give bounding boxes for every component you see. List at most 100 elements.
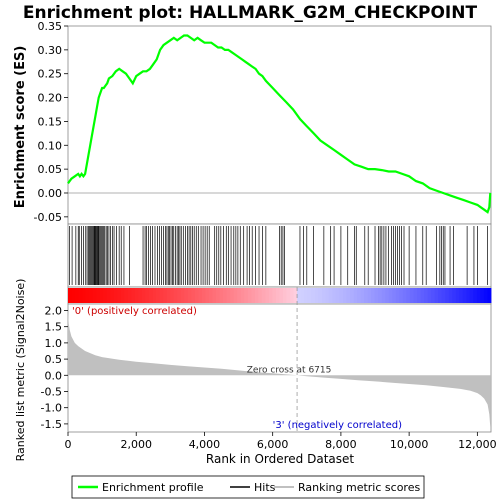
heat-cell	[85, 288, 90, 303]
heat-cell	[286, 288, 291, 303]
heat-cell	[191, 288, 196, 303]
metric-y-axis: 2.0 1.5 1.0 0.5 0.0 -0.5 -1.0 -1.5	[41, 304, 68, 431]
heat-cell	[233, 288, 238, 303]
heat-cell	[219, 288, 224, 303]
x-tick-label: 2,000	[120, 438, 152, 451]
es-y-tick-label: 0.30	[38, 44, 63, 57]
heat-cell	[110, 288, 115, 303]
hits-marks	[69, 226, 488, 285]
heat-cell	[321, 288, 326, 303]
heat-cell	[360, 288, 365, 303]
heat-cell	[371, 288, 376, 303]
ranking-metric-area	[68, 310, 491, 428]
metric-y-axis-label: Ranked list metric (Signal2Noise)	[14, 279, 27, 462]
positive-correlation-label: '0' (positively correlated)	[72, 306, 197, 317]
heat-cell	[68, 288, 72, 303]
x-tick-label: 10,000	[390, 438, 429, 451]
metric-y-tick-label: 1.5	[45, 321, 63, 334]
negative-correlation-label: '3' (negatively correlated)	[273, 420, 402, 431]
heat-cell	[328, 288, 333, 303]
heat-cell	[487, 288, 492, 303]
x-tick-label: 4,000	[189, 438, 221, 451]
heat-cell	[78, 288, 83, 303]
heat-cell	[201, 288, 206, 303]
heat-cell	[89, 288, 94, 303]
heat-cell	[198, 288, 203, 303]
metric-y-tick-label: 1.0	[45, 337, 63, 350]
heat-cell	[293, 288, 298, 303]
heat-cell	[427, 288, 432, 303]
es-y-tick-label: 0.15	[38, 115, 63, 128]
heat-cell	[332, 288, 337, 303]
heat-cell	[156, 288, 161, 303]
heat-cell	[346, 288, 351, 303]
es-y-axis-label: Enrichment score (ES)	[13, 46, 28, 209]
heat-cell	[420, 288, 425, 303]
heat-cell	[92, 288, 97, 303]
heat-cell	[75, 288, 79, 303]
x-axis-label: Rank in Ordered Dataset	[206, 452, 354, 466]
heat-cell	[166, 288, 171, 303]
x-axis: 0 2,000 4,000 6,000 8,000 10,000 12,000	[65, 432, 497, 451]
heat-cell	[142, 288, 146, 303]
heat-cell	[254, 288, 259, 303]
heat-cell	[300, 288, 305, 303]
heat-cell	[268, 288, 273, 303]
heat-cell	[138, 288, 143, 303]
heat-cell	[187, 288, 192, 303]
heat-cell	[82, 288, 87, 303]
metric-y-tick-label: -1.5	[41, 418, 62, 431]
heat-cell	[177, 288, 182, 303]
heat-cell	[318, 288, 323, 303]
heat-cell	[149, 288, 153, 303]
heat-cell	[71, 288, 76, 303]
heat-cell	[385, 288, 390, 303]
heat-cell	[212, 288, 217, 303]
heat-cell	[413, 288, 418, 303]
heat-cell	[452, 288, 457, 303]
metric-y-tick-label: 0.0	[45, 369, 63, 382]
es-y-tick-label: -0.05	[34, 211, 62, 224]
heat-cell	[173, 288, 178, 303]
heat-cell	[134, 288, 139, 303]
heat-cell	[279, 288, 284, 303]
heat-cell	[117, 288, 122, 303]
heat-cell	[392, 288, 397, 303]
heat-cell	[325, 288, 330, 303]
heat-cell	[113, 288, 118, 303]
heat-cell	[459, 288, 464, 303]
heat-cell	[244, 288, 249, 303]
heat-cell	[265, 288, 270, 303]
es-y-tick-label: 0.25	[38, 68, 63, 81]
heat-cell	[409, 288, 414, 303]
heat-cell	[399, 288, 404, 303]
heat-cell	[216, 288, 220, 303]
heat-cell	[261, 288, 266, 303]
heat-cell	[180, 288, 185, 303]
x-tick-label: 0	[65, 438, 72, 451]
heat-cell	[448, 288, 453, 303]
rank-heatmap-bar	[68, 288, 492, 303]
heat-cell	[103, 288, 108, 303]
heat-cell	[342, 288, 347, 303]
heat-cell	[357, 288, 361, 303]
x-tick-label: 6,000	[257, 438, 289, 451]
heat-cell	[163, 288, 168, 303]
heat-cell	[353, 288, 358, 303]
heat-cell	[170, 288, 175, 303]
heat-cell	[290, 288, 294, 303]
heat-cell	[469, 288, 474, 303]
heat-cell	[406, 288, 411, 303]
metric-y-tick-label: 2.0	[45, 304, 63, 317]
heat-cell	[416, 288, 421, 303]
heat-cell	[106, 288, 111, 303]
heat-cell	[314, 288, 319, 303]
heat-cell	[402, 288, 407, 303]
heat-cell	[240, 288, 245, 303]
heat-cell	[483, 288, 488, 303]
heat-cell	[395, 288, 400, 303]
heat-cell	[364, 288, 369, 303]
heat-cell	[230, 288, 235, 303]
